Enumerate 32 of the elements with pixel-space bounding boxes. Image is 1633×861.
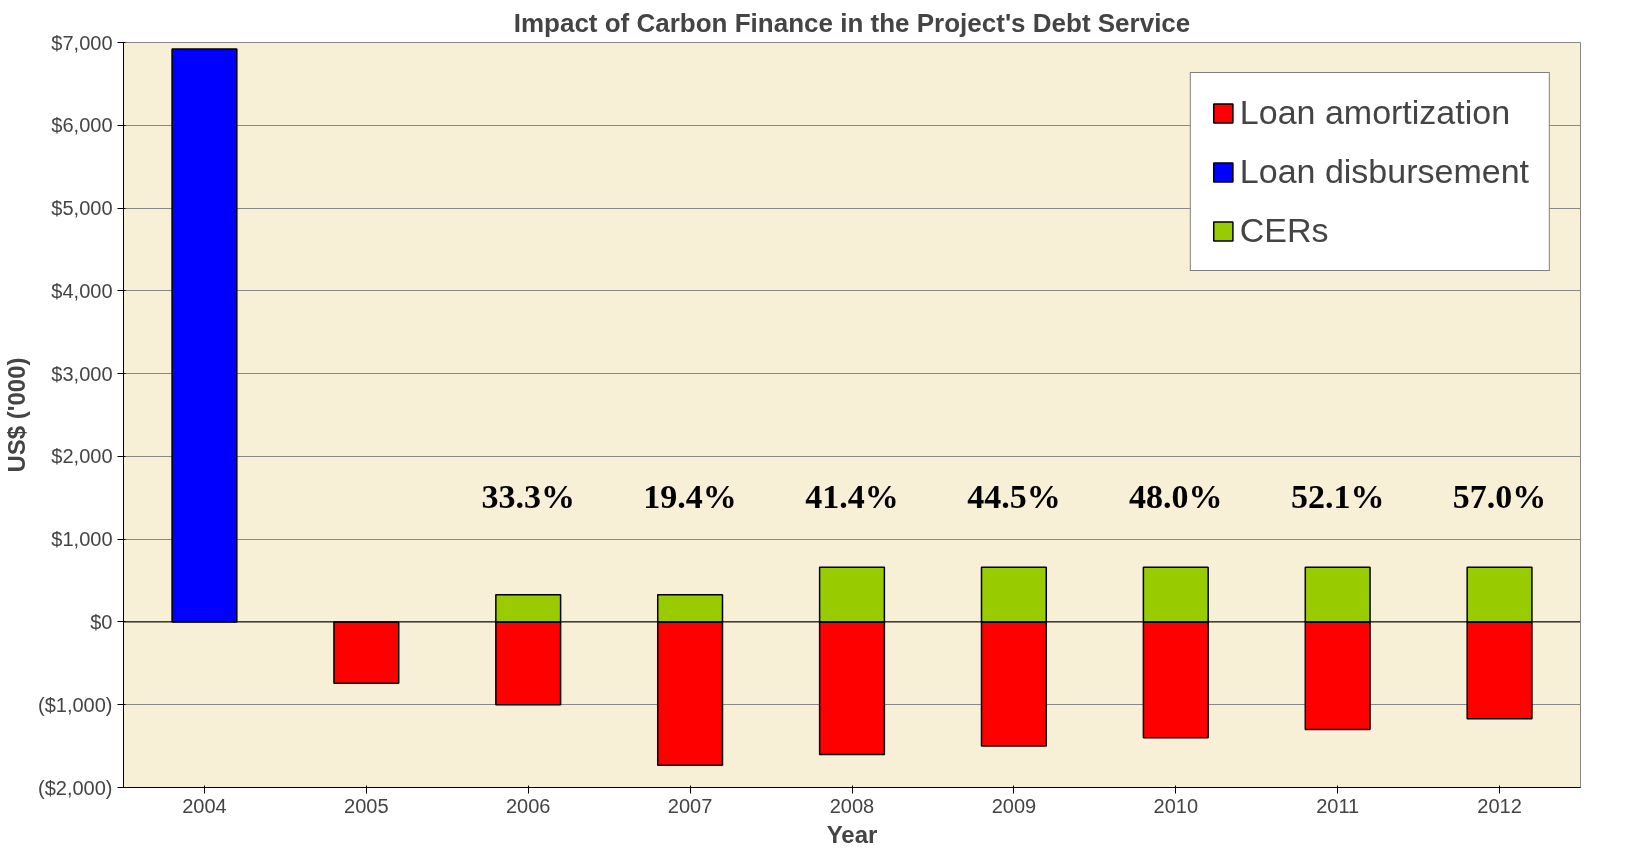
annotation: 44.5% — [967, 478, 1061, 516]
legend-label: CERs — [1239, 211, 1329, 250]
x-tick-label: 2007 — [667, 794, 713, 817]
annotation: 33.3% — [481, 478, 575, 516]
y-tick-label: $5,000 — [51, 197, 113, 220]
y-tick-label: $4,000 — [51, 279, 113, 302]
x-tick-label: 2005 — [344, 794, 389, 817]
y-tick-label: ($2,000) — [38, 776, 113, 799]
annotation: 52.1% — [1290, 478, 1385, 516]
y-tick-label: $6,000 — [51, 114, 113, 137]
annotation: 57.0% — [1452, 478, 1547, 516]
annotation: 41.4% — [805, 478, 899, 516]
x-tick-label: 2012 — [1477, 794, 1522, 817]
legend-label: Loan amortization — [1239, 93, 1511, 132]
x-tick-label: 2008 — [829, 794, 875, 817]
y-tick-label: $2,000 — [51, 445, 113, 468]
y-axis-title: US$ ('000) — [3, 357, 31, 473]
y-tick-label: $3,000 — [51, 362, 113, 385]
x-tick-label: 2006 — [505, 794, 551, 817]
y-tick-label: $1,000 — [51, 528, 113, 551]
x-tick-label: 2011 — [1316, 794, 1360, 817]
annotation: 19.4% — [643, 478, 737, 516]
chart-title: Impact of Carbon Finance in the Project's Debt Service — [513, 7, 1191, 38]
x-axis-title: Year — [826, 820, 878, 848]
x-tick-label: 2009 — [991, 794, 1037, 817]
y-tick-label: $7,000 — [51, 31, 113, 54]
x-tick-label: 2010 — [1153, 794, 1199, 817]
y-tick-label: $0 — [90, 610, 113, 633]
legend-label: Loan disbursement — [1239, 152, 1529, 191]
x-tick-label: 2004 — [182, 794, 227, 817]
annotation: 48.0% — [1129, 478, 1223, 516]
y-tick-label: ($1,000) — [38, 693, 113, 716]
